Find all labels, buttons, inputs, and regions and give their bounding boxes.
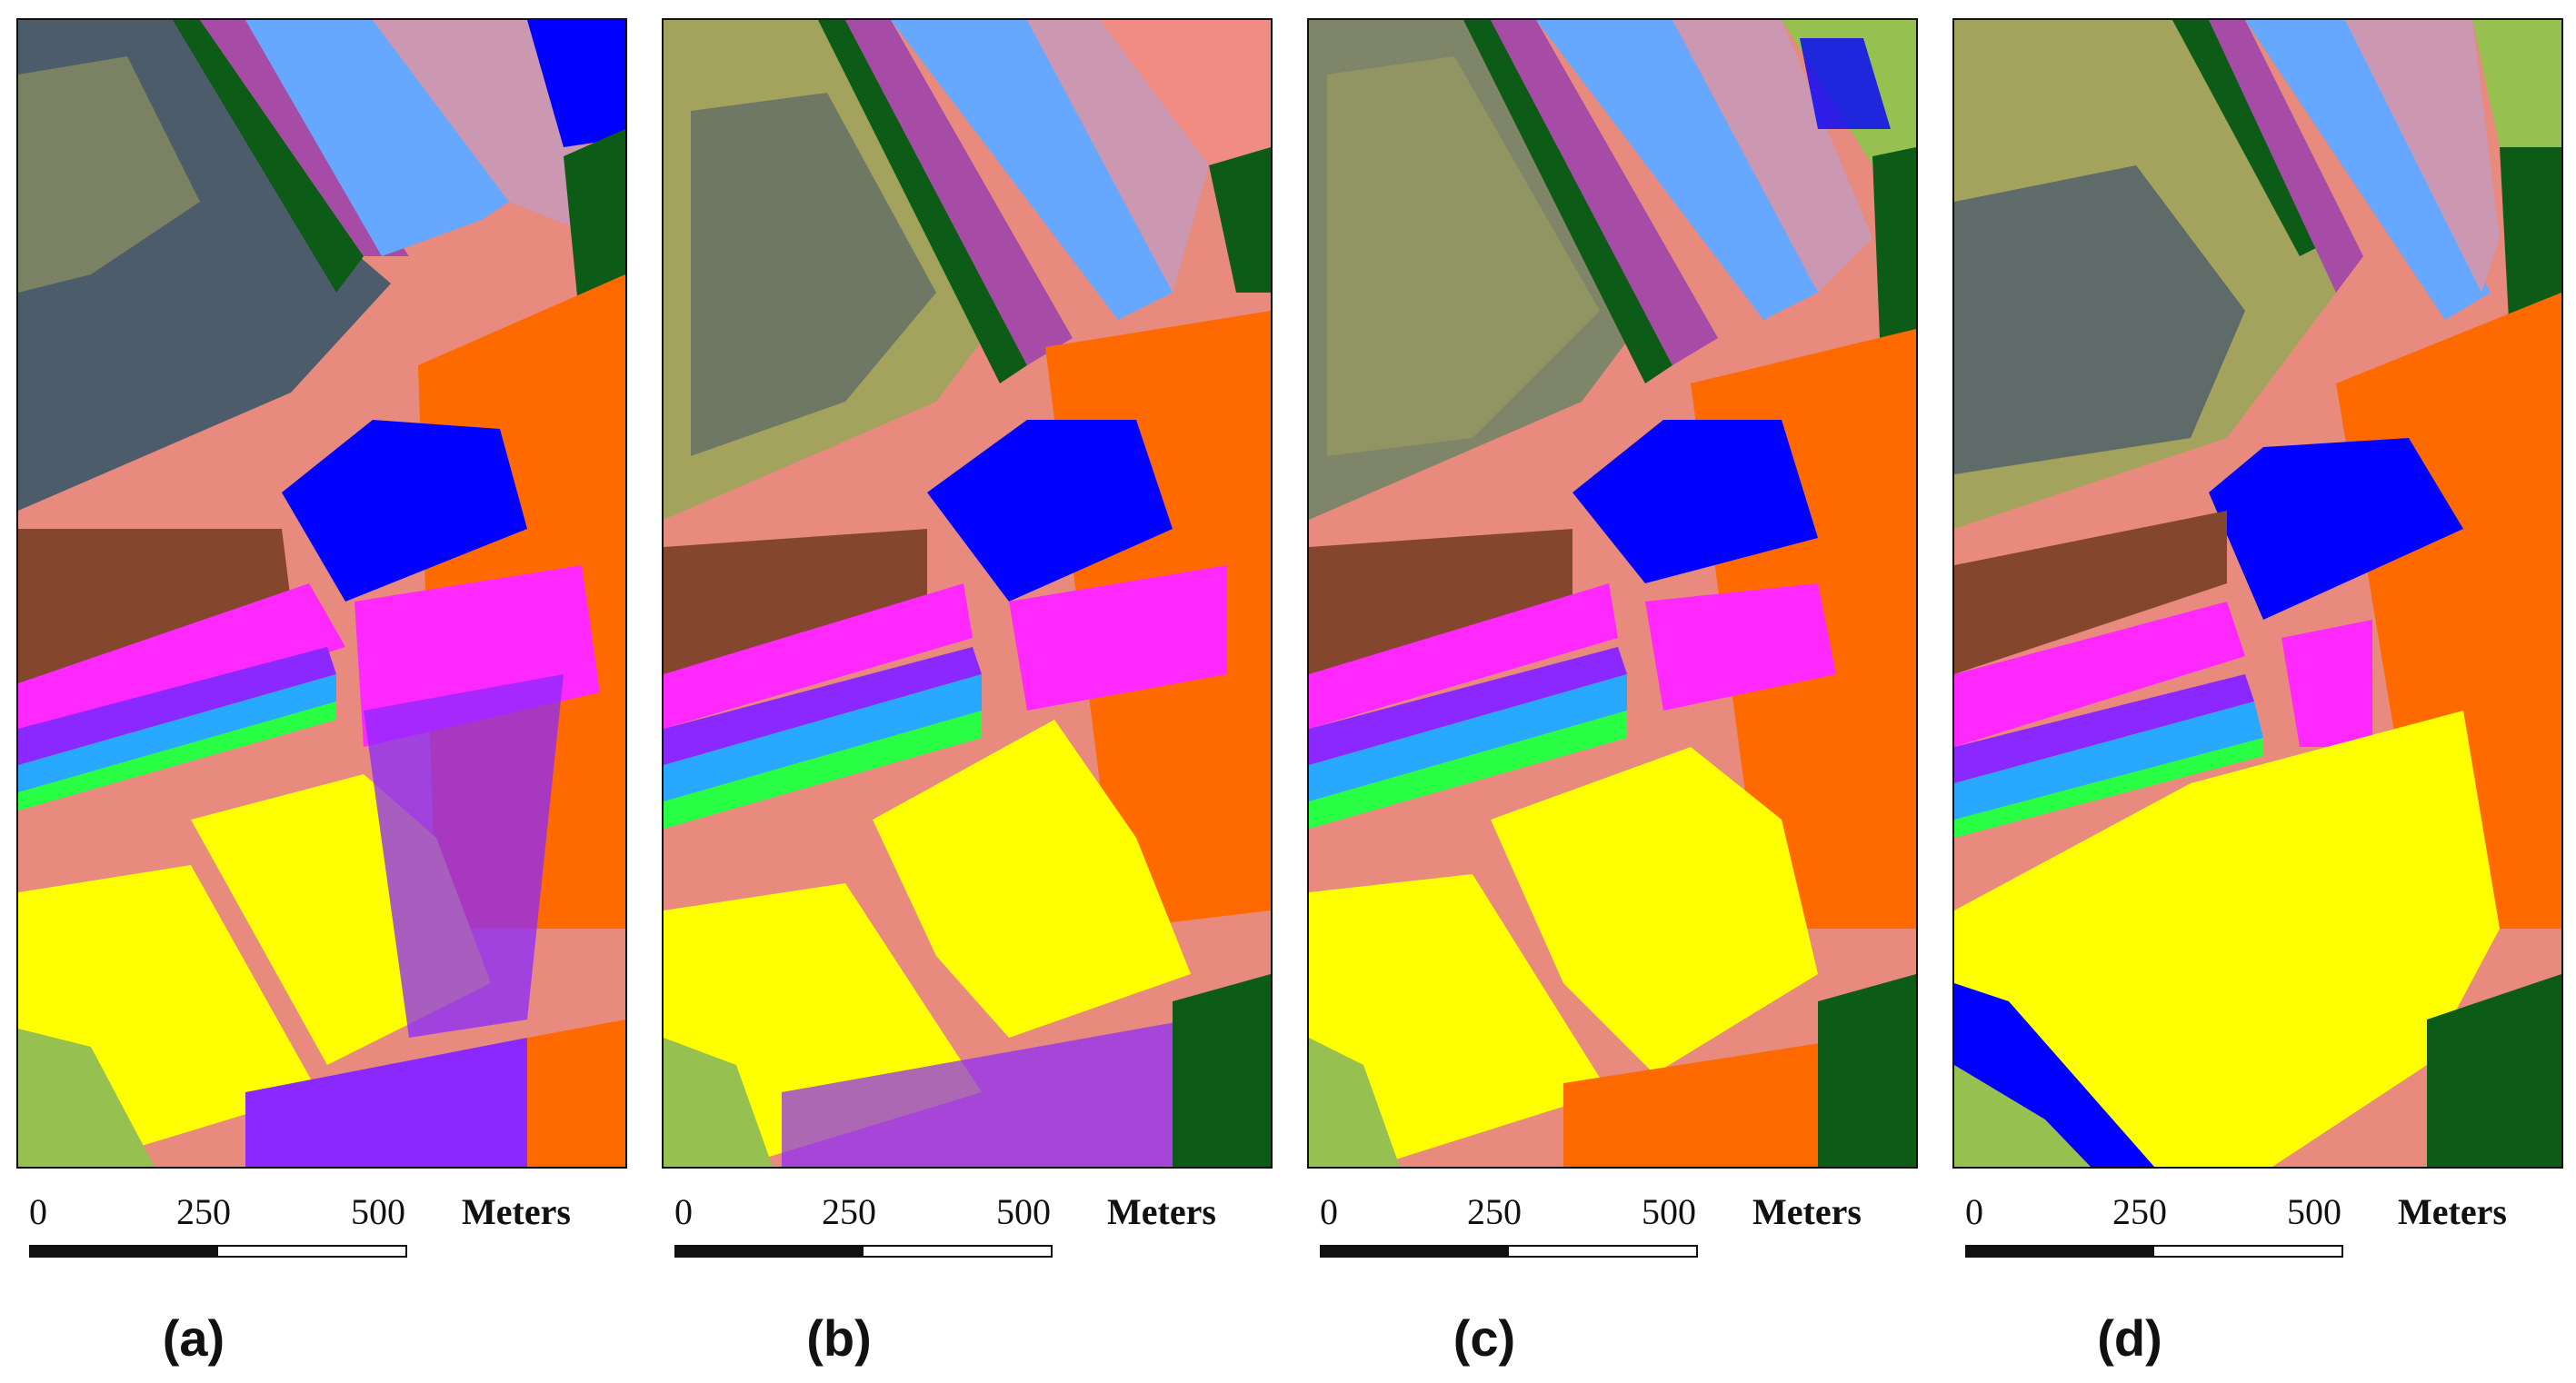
classification-map-a-graphic [18, 20, 625, 1167]
panel-a: 0 250 500 Meters (a) [16, 0, 644, 1383]
classification-map-b [662, 18, 1273, 1169]
scale-tick-0: 0 [1965, 1191, 1983, 1232]
scale-tick-250: 250 [176, 1191, 231, 1232]
scale-tick-250: 250 [822, 1191, 876, 1232]
scale-bar-labels: 0 250 500 Meters [1952, 1190, 2576, 1236]
scale-tick-250: 250 [2112, 1191, 2167, 1232]
classification-map-c-graphic [1309, 20, 1916, 1167]
scale-bar-white-segment [218, 1247, 405, 1256]
scale-bar-labels: 0 250 500 Meters [662, 1190, 1289, 1236]
panel-caption-d: (d) [2097, 1309, 2162, 1367]
panel-caption-c: (c) [1453, 1309, 1516, 1367]
panel-caption-b: (b) [806, 1309, 872, 1367]
scale-tick-0: 0 [674, 1191, 693, 1232]
scale-bar [29, 1245, 407, 1258]
panel-caption-a: (a) [162, 1309, 225, 1367]
scale-tick-0: 0 [29, 1191, 47, 1232]
scale-bar-labels: 0 250 500 Meters [16, 1190, 644, 1236]
scale-bar [1320, 1245, 1698, 1258]
scale-tick-500: 500 [2287, 1191, 2341, 1232]
scale-bar-black-segment [1967, 1247, 2154, 1256]
scale-tick-500: 500 [351, 1191, 405, 1232]
scale-units: Meters [1107, 1191, 1216, 1232]
classification-map-d-graphic [1954, 20, 2561, 1167]
classification-map-b-graphic [664, 20, 1271, 1167]
scale-bar [674, 1245, 1053, 1258]
scale-tick-250: 250 [1467, 1191, 1522, 1232]
scale-bar [1965, 1245, 2343, 1258]
classification-map-c [1307, 18, 1918, 1169]
scale-bar-white-segment [1509, 1247, 1696, 1256]
classification-map-a [16, 18, 627, 1169]
scale-tick-0: 0 [1320, 1191, 1338, 1232]
scale-bar-black-segment [676, 1247, 864, 1256]
panel-b: 0 250 500 Meters (b) [662, 0, 1289, 1383]
classification-map-d [1952, 18, 2563, 1169]
panel-d: 0 250 500 Meters (d) [1952, 0, 2576, 1383]
scale-bar-white-segment [864, 1247, 1051, 1256]
scale-bar-black-segment [31, 1247, 218, 1256]
scale-units: Meters [1752, 1191, 1862, 1232]
scale-units: Meters [462, 1191, 571, 1232]
panel-c: 0 250 500 Meters (c) [1307, 0, 1934, 1383]
scale-units: Meters [2398, 1191, 2507, 1232]
scale-tick-500: 500 [996, 1191, 1051, 1232]
scale-tick-500: 500 [1642, 1191, 1696, 1232]
scale-bar-labels: 0 250 500 Meters [1307, 1190, 1934, 1236]
scale-bar-white-segment [2154, 1247, 2341, 1256]
scale-bar-black-segment [1322, 1247, 1509, 1256]
